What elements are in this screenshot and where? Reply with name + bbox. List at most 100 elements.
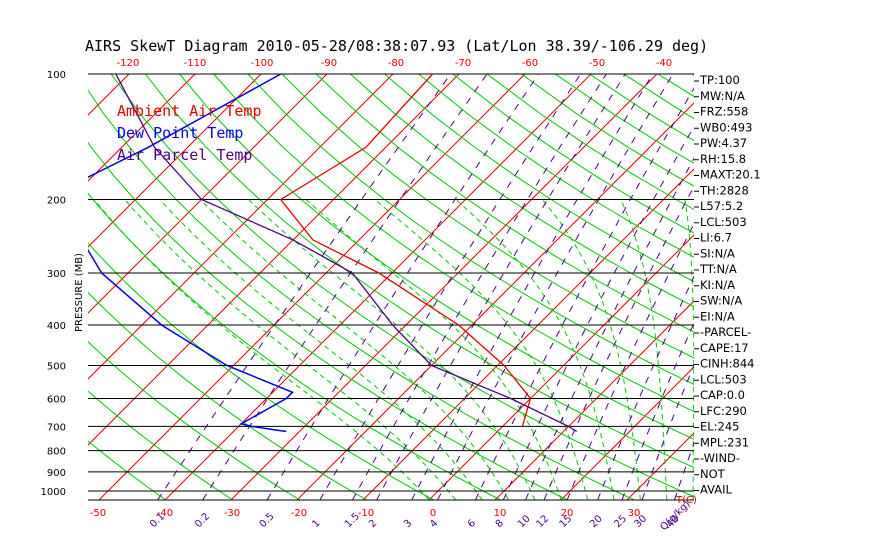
top-temperature-tick-label: -60	[522, 58, 538, 69]
temperature-tick-label: -40	[157, 508, 173, 519]
y-axis-label: PRESSURE (MB)	[74, 253, 85, 332]
temperature-tick-label: -10	[358, 508, 374, 519]
temperature-tick-label: -20	[291, 508, 307, 519]
mixing-ratio-tick-label: 1	[310, 518, 322, 530]
stability-index: EL:245	[700, 420, 740, 434]
mixing-ratio-line	[566, 222, 694, 500]
stability-index: L57:5.2	[700, 199, 743, 213]
dry-adiabat-line	[110, 74, 694, 498]
isotherm-line	[88, 74, 328, 314]
stability-index: NOT	[700, 467, 726, 481]
pressure-tick-label: 800	[47, 447, 66, 458]
isotherm-line	[88, 74, 460, 446]
pressure-tick-label: 200	[47, 196, 66, 207]
dry-adiabat-line	[88, 390, 233, 500]
mixing-ratio-line	[319, 74, 581, 500]
isotherm-line	[805, 40, 870, 520]
isotherm-line	[88, 74, 262, 248]
dry-adiabat-line	[88, 291, 367, 500]
stability-index: KI:N/A	[700, 278, 735, 292]
moist-adiabat-line	[159, 199, 483, 500]
mixing-ratio-tick-label: 12	[534, 513, 551, 530]
mixing-ratio-line	[266, 74, 540, 500]
stability-index: EI:N/A	[700, 309, 735, 323]
top-temperature-tick-label: -70	[455, 58, 471, 69]
top-temperature-tick-label: -90	[321, 58, 337, 69]
mixing-ratio-lines	[157, 74, 694, 500]
moist-adiabat-line	[200, 199, 509, 500]
stability-index: AVAIL	[700, 483, 733, 497]
isotherm-line	[0, 40, 31, 520]
mixing-ratio-line	[674, 441, 694, 500]
mixing-ratio-line	[641, 363, 694, 500]
dry-adiabat-line	[145, 74, 694, 469]
pressure-tick-label: 500	[47, 361, 66, 372]
moist-adiabat-line	[93, 199, 430, 500]
legend-entry: Dew Point Temp	[117, 124, 243, 142]
moist-adiabat-lines	[93, 199, 694, 500]
mixing-ratio-tick-label: 0.2	[193, 511, 212, 530]
top-temperature-tick-label: -50	[589, 58, 605, 69]
moist-adiabat-line	[542, 199, 641, 500]
stability-index: LCL:503	[700, 215, 747, 229]
isotherm-line	[164, 74, 592, 500]
pressure-tick-label: 100	[47, 70, 66, 81]
stability-index: TP:100	[699, 73, 740, 87]
profile-series	[88, 74, 578, 433]
mixing-ratio-tick-label: 8	[494, 518, 506, 530]
mixing-ratio-line	[352, 74, 607, 500]
top-temperature-tick-label: -120	[117, 58, 140, 69]
mixing-ratio-line	[437, 74, 674, 500]
mixing-ratio-line	[475, 87, 694, 500]
mixing-ratio-line	[502, 125, 694, 500]
dry-adiabat-line	[88, 89, 635, 500]
moist-adiabat-line	[305, 199, 562, 500]
isotherm-line	[626, 432, 694, 500]
series-line	[88, 74, 294, 433]
mixing-ratio-line	[597, 275, 694, 500]
isotherm-line	[560, 366, 694, 500]
legend-entry: Air Parcel Temp	[117, 146, 252, 164]
stability-index: RH:15.8	[700, 152, 746, 166]
isotherm-line	[296, 102, 694, 500]
legend: Ambient Air Temp Dew Point Temp Air Parcel…	[117, 102, 262, 164]
stability-index: CINH:844	[700, 357, 755, 371]
dry-adiabat-line	[315, 74, 694, 333]
series-line	[279, 74, 532, 427]
dry-adiabat-line	[520, 74, 694, 187]
stability-index: CAP:0.0	[700, 388, 745, 402]
dry-adiabat-line	[281, 74, 694, 359]
temperature-tick-label: 0	[430, 508, 436, 519]
mixing-ratio-line	[621, 321, 694, 500]
top-temperature-tick-label: -100	[251, 58, 274, 69]
stability-index: MW:N/A	[700, 89, 745, 103]
stability-index: TT:N/A	[699, 262, 737, 276]
stability-index: MPL:231	[700, 435, 749, 449]
temperature-tick-label: -50	[90, 508, 106, 519]
mixing-ratio-line	[525, 157, 694, 500]
mixing-ratio-line	[202, 74, 488, 500]
pressure-tick-label: 600	[47, 394, 66, 405]
isotherm-line	[88, 74, 196, 182]
pressure-tick-label: 900	[47, 468, 66, 479]
mixing-ratio-line	[411, 74, 654, 500]
mixing-ratio-tick-label: 0.5	[258, 511, 277, 530]
stability-index: -WIND-	[700, 451, 740, 465]
mixing-ratio-line	[157, 74, 452, 500]
stability-index: -PARCEL-	[700, 325, 751, 339]
dry-adiabat-line	[350, 74, 694, 308]
temperature-tick-label: -30	[224, 508, 240, 519]
moist-adiabat-line	[620, 199, 668, 500]
mixing-ratio-tick-label: 4	[428, 518, 440, 530]
dry-adiabat-line	[384, 74, 694, 283]
stability-index: MAXT:20.1	[700, 168, 761, 182]
stability-index: LFC:290	[700, 404, 747, 418]
temperature-tick-label: 30	[628, 508, 641, 519]
dry-adiabat-line	[247, 74, 694, 385]
dry-adiabat-line	[179, 74, 694, 440]
stability-index: LI:6.7	[700, 231, 732, 245]
stability-index: WB0:493	[700, 120, 752, 134]
dry-adiabat-line	[88, 141, 568, 500]
